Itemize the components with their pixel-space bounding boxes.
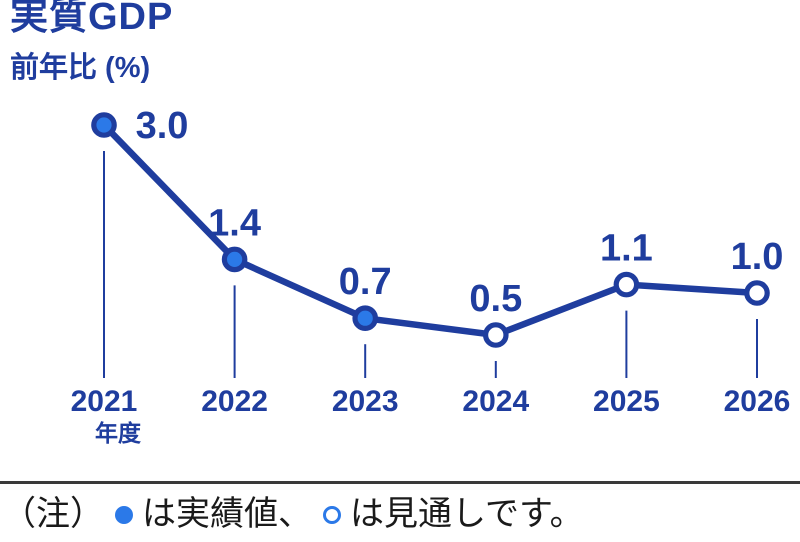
data-point-2023-actual bbox=[352, 305, 378, 331]
value-label-2026: 1.0 bbox=[731, 236, 784, 278]
value-label-2022: 1.4 bbox=[208, 202, 261, 244]
year-label-2025: 2025 bbox=[593, 385, 660, 418]
forecast-marker-icon bbox=[323, 506, 341, 524]
year-label-2026: 2026 bbox=[724, 385, 791, 418]
year-label-2024: 2024 bbox=[462, 385, 529, 418]
data-point-2026-forecast bbox=[744, 280, 770, 306]
footer-divider bbox=[0, 481, 800, 484]
chart-title: 実質GDP bbox=[10, 0, 174, 38]
note-actual-text: は実績値、 bbox=[142, 495, 312, 533]
note-prefix: （注） bbox=[2, 495, 104, 533]
gdp-trend-line bbox=[100, 121, 761, 339]
footnote: （注） は実績値、 は見通しです。 bbox=[2, 494, 584, 534]
value-label-2021: 3.0 bbox=[136, 105, 189, 147]
value-label-2025: 1.1 bbox=[600, 228, 653, 270]
value-label-2023: 0.7 bbox=[339, 261, 392, 303]
year-label-2022: 2022 bbox=[201, 385, 268, 418]
data-point-2021-actual bbox=[91, 112, 117, 138]
year-label-2023: 2023 bbox=[332, 385, 399, 418]
note-forecast-text: は見通しです。 bbox=[350, 495, 584, 533]
fiscal-year-unit-label: 年度 bbox=[95, 420, 142, 446]
data-point-2022-actual bbox=[221, 246, 248, 273]
data-point-2025-forecast bbox=[613, 271, 640, 298]
data-point-2024-forecast bbox=[482, 322, 509, 348]
gdp-line-chart: 3.0 1.4 0.7 0.5 1.1 1.0 2021 2022 2023 2024 2025 20… bbox=[71, 105, 791, 446]
actual-marker-icon bbox=[115, 506, 133, 524]
chart-y-axis-unit-label: 前年比 (%) bbox=[10, 52, 151, 84]
year-label-2021: 2021 bbox=[71, 385, 138, 418]
value-label-2024: 0.5 bbox=[469, 278, 522, 320]
